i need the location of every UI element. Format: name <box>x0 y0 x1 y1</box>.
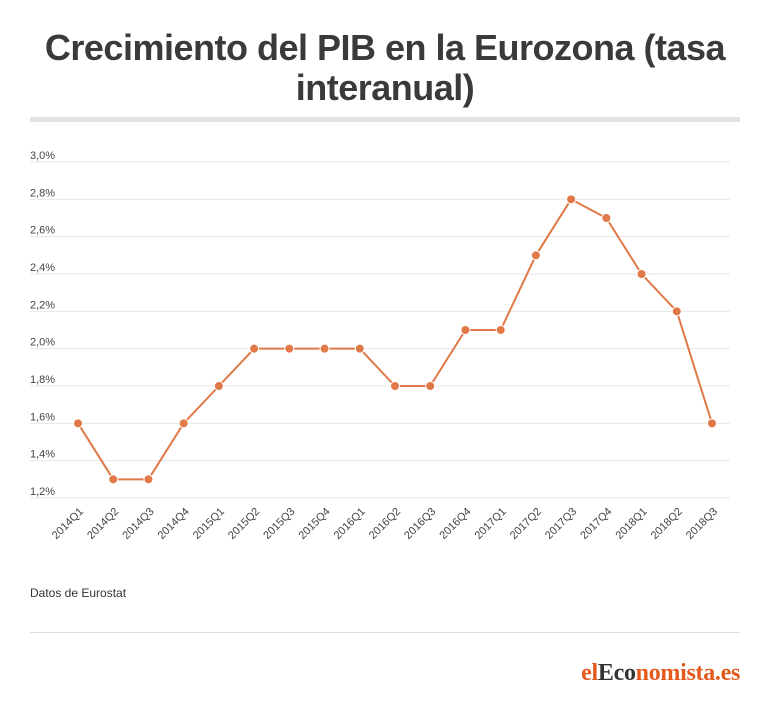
logo-part-eco: Eco <box>597 660 636 686</box>
data-point[interactable] <box>566 194 577 205</box>
y-tick-label: 1,6% <box>30 411 55 423</box>
data-point[interactable] <box>530 250 541 261</box>
data-point[interactable] <box>601 213 612 223</box>
data-point[interactable] <box>249 343 260 354</box>
x-tick-label: 2018Q1 <box>614 506 650 542</box>
y-tick-label: 2,6% <box>30 225 55 237</box>
data-point[interactable] <box>354 343 365 354</box>
y-tick-label: 1,4% <box>30 449 55 461</box>
logo-part-el: el <box>581 660 598 686</box>
data-point[interactable] <box>213 381 224 391</box>
footer-divider <box>30 632 740 633</box>
data-point[interactable] <box>390 381 400 391</box>
data-point[interactable] <box>495 325 506 335</box>
x-axis-ticks: 2014Q1 2014Q2 2014Q3 2014Q4 2015Q1 2015Q2 2015… <box>50 506 720 542</box>
data-point[interactable] <box>178 418 189 429</box>
line-chart: 1,2% 1,4% 1,6% 1,8% 2,0% 2,2% 2,4% 2,6% 2,8% 3,0%… <box>30 150 730 542</box>
data-point[interactable] <box>143 474 154 485</box>
y-tick-label: 2,2% <box>30 299 55 311</box>
series-line-path <box>77 198 713 481</box>
data-point[interactable] <box>319 343 330 354</box>
data-point[interactable] <box>284 343 295 354</box>
data-points <box>73 194 717 485</box>
x-tick-label: 2018Q2 <box>649 506 685 542</box>
chart-title: Crecimiento del PIB en la Eurozona (tasa… <box>44 27 726 108</box>
y-tick-label: 2,0% <box>30 337 55 349</box>
data-point[interactable] <box>425 381 436 391</box>
x-tick-label: 2015Q3 <box>261 506 297 542</box>
x-tick-label: 2014Q3 <box>120 506 156 542</box>
y-tick-label: 3,0% <box>30 150 55 162</box>
x-tick-label: 2015Q2 <box>226 506 262 542</box>
data-point[interactable] <box>671 306 682 317</box>
x-tick-label: 2017Q2 <box>508 506 544 542</box>
data-point[interactable] <box>108 474 119 485</box>
x-tick-label: 2017Q3 <box>543 506 579 542</box>
logo-part-nomista: nomista.es <box>635 660 741 686</box>
title-divider <box>30 117 740 122</box>
x-tick-label: 2016Q2 <box>367 506 403 542</box>
data-point[interactable] <box>707 418 717 429</box>
x-tick-label: 2018Q3 <box>684 506 720 542</box>
source-note: Datos de Eurostat <box>30 586 127 600</box>
x-tick-label: 2014Q4 <box>156 506 192 542</box>
x-tick-label: 2014Q2 <box>85 506 121 542</box>
y-tick-label: 2,4% <box>30 262 55 274</box>
series-line <box>77 198 713 481</box>
data-point[interactable] <box>73 418 83 429</box>
x-tick-label: 2016Q1 <box>332 506 368 542</box>
y-axis-ticks: 1,2% 1,4% 1,6% 1,8% 2,0% 2,2% 2,4% 2,6% 2,8% 3,0% <box>30 150 55 498</box>
x-tick-label: 2015Q4 <box>297 506 333 542</box>
y-tick-label: 1,8% <box>30 374 55 386</box>
x-tick-label: 2017Q1 <box>473 506 509 542</box>
grid-lines <box>30 161 730 499</box>
x-tick-label: 2015Q1 <box>191 506 227 542</box>
brand-logo[interactable]: elEconomista.es <box>581 660 740 687</box>
x-tick-label: 2014Q1 <box>50 506 86 542</box>
x-tick-label: 2017Q4 <box>578 506 614 542</box>
y-tick-label: 2,8% <box>30 187 55 199</box>
data-point[interactable] <box>460 325 471 335</box>
x-tick-label: 2016Q3 <box>402 506 438 542</box>
y-tick-label: 1,2% <box>30 486 55 498</box>
x-tick-label: 2016Q4 <box>437 506 473 542</box>
data-point[interactable] <box>636 269 647 279</box>
